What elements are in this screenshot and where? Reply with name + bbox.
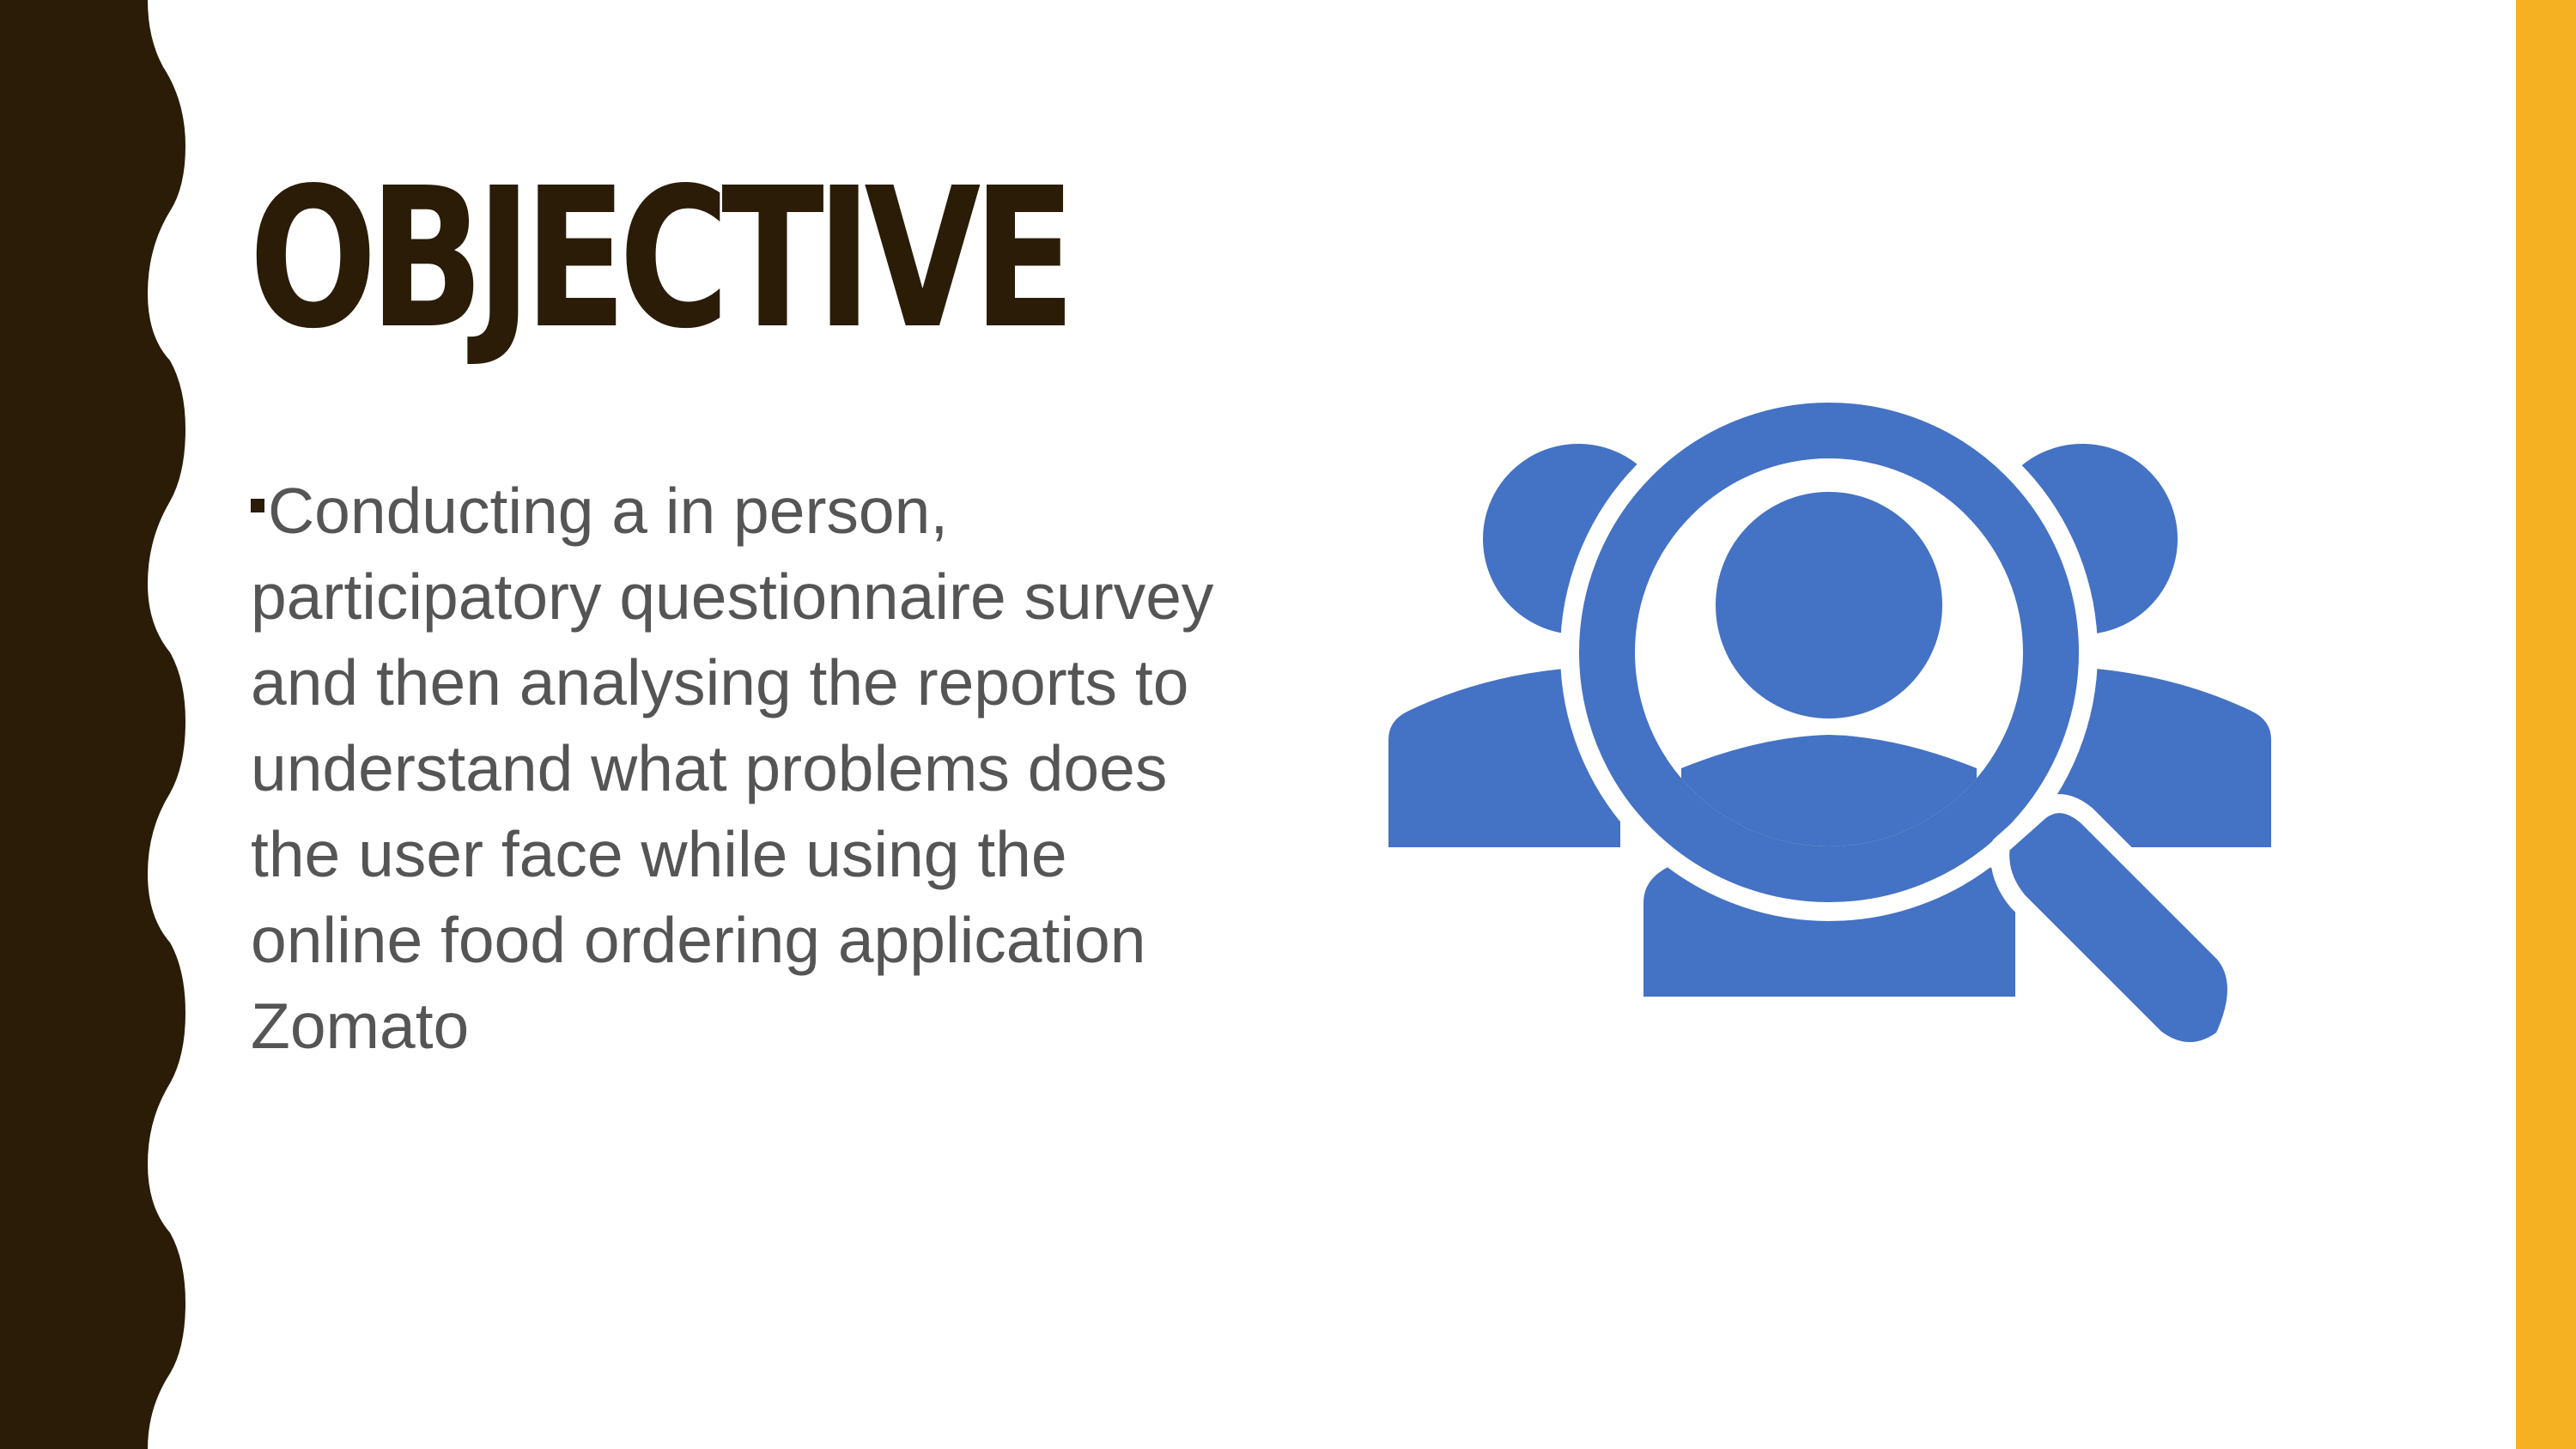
user-search-illustration — [1374, 395, 2293, 1064]
lens-person-shoulders — [1681, 735, 1977, 846]
body-text: Conducting a in person, participatory qu… — [251, 475, 1214, 1062]
right-person-body — [2020, 650, 2290, 866]
slide-title: OBJECTIVE — [249, 147, 1076, 372]
square-bullet-icon — [251, 499, 264, 512]
lens-person-head — [1716, 492, 1942, 718]
body-paragraph: Conducting a in person, participatory qu… — [251, 468, 1238, 1069]
wavy-band-shape — [0, 0, 185, 1449]
magnifier-handle — [1990, 794, 2246, 1061]
user-search-magnifier-icon — [1374, 395, 2290, 1061]
left-wavy-band — [0, 0, 185, 1449]
right-accent-band — [2516, 0, 2576, 1449]
